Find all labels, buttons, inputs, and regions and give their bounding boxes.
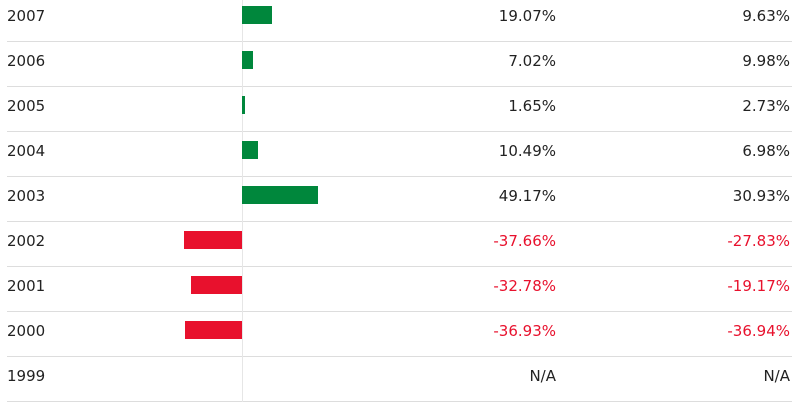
zero-axis-line [242,312,243,357]
year-label: 2005 [7,97,46,115]
year-label: 2006 [7,52,46,70]
table-row: 2005 1.65% 2.73% [7,87,792,132]
positive-return-bar [242,186,319,204]
benchmark-return-value: -27.83% [727,232,790,250]
positive-return-bar [242,6,272,24]
table-row: 2007 19.07% 9.63% [7,0,792,42]
fund-return-value: 1.65% [508,97,556,115]
fund-return-value: 10.49% [498,142,556,160]
table-row: 2001 -32.78% -19.17% [7,267,792,312]
positive-return-bar [242,141,259,159]
year-label: 2002 [7,232,46,250]
year-label: 2003 [7,187,46,205]
benchmark-return-value: 9.98% [742,52,790,70]
fund-return-value: 7.02% [508,52,556,70]
table-row: 2004 10.49% 6.98% [7,132,792,177]
fund-return-value: -32.78% [493,277,556,295]
table-row: 1999 N/A N/A [7,357,792,402]
zero-axis-line [242,222,243,267]
benchmark-return-value: 2.73% [742,97,790,115]
negative-return-bar [184,321,242,339]
negative-return-bar [183,231,242,249]
fund-return-value: -36.93% [493,322,556,340]
table-row: 2000 -36.93% -36.94% [7,312,792,357]
year-label: 2000 [7,322,46,340]
positive-return-bar [242,51,253,69]
year-label: 2001 [7,277,46,295]
positive-return-bar [242,96,245,114]
benchmark-return-value: N/A [763,367,790,385]
zero-axis-line [242,267,243,312]
table-row: 2002 -37.66% -27.83% [7,222,792,267]
year-label: 1999 [7,367,46,385]
benchmark-return-value: 9.63% [742,7,790,25]
benchmark-return-value: -36.94% [727,322,790,340]
fund-return-value: 19.07% [498,7,556,25]
benchmark-return-value: -19.17% [727,277,790,295]
year-label: 2004 [7,142,46,160]
table-row: 2006 7.02% 9.98% [7,42,792,87]
benchmark-return-value: 6.98% [742,142,790,160]
zero-axis-line [242,357,243,402]
fund-return-value: -37.66% [493,232,556,250]
fund-return-value: N/A [529,367,556,385]
benchmark-return-value: 30.93% [732,187,790,205]
year-label: 2007 [7,7,46,25]
table-row: 2003 49.17% 30.93% [7,177,792,222]
negative-return-bar [191,276,242,294]
fund-return-value: 49.17% [498,187,556,205]
